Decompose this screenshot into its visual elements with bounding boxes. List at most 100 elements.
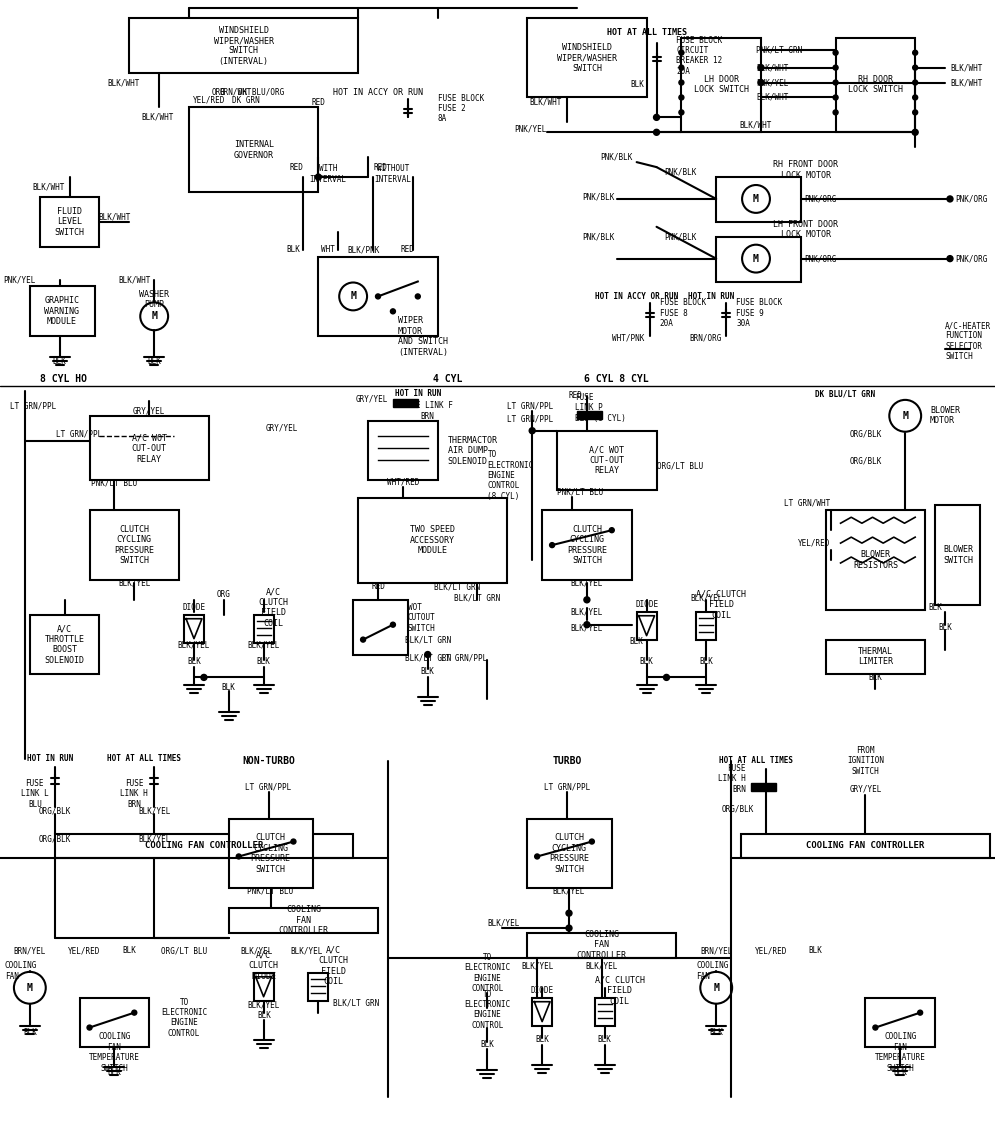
- Text: BLK: BLK: [809, 946, 823, 955]
- Circle shape: [14, 972, 46, 1004]
- Text: RED: RED: [371, 582, 385, 591]
- Text: HOT IN RUN: HOT IN RUN: [27, 755, 73, 763]
- Text: GRY/YEL: GRY/YEL: [849, 784, 882, 794]
- Bar: [696, 611, 716, 640]
- Text: BLK/YEL: BLK/YEL: [571, 607, 603, 616]
- Text: LT GRN/PPL: LT GRN/PPL: [10, 402, 56, 410]
- Text: ORG/BLK: ORG/BLK: [849, 429, 882, 438]
- Circle shape: [913, 66, 918, 70]
- Text: BRN/YEL: BRN/YEL: [14, 946, 46, 955]
- Text: BLOWER
RESISTORS: BLOWER RESISTORS: [853, 550, 898, 569]
- Text: BLK: BLK: [868, 672, 882, 681]
- Text: PNK/YEL: PNK/YEL: [515, 125, 547, 134]
- Bar: [308, 972, 328, 1001]
- Text: RED: RED: [373, 163, 387, 172]
- Bar: [318, 257, 438, 336]
- Text: A/C
CLUTCH
FIELD
COIL: A/C CLUTCH FIELD COIL: [259, 588, 289, 628]
- Text: BLK/YEL: BLK/YEL: [521, 961, 553, 970]
- Circle shape: [873, 1026, 878, 1030]
- Text: A/C CLUTCH
FIELD
COIL: A/C CLUTCH FIELD COIL: [595, 976, 645, 1005]
- Text: BLK/LT GRN: BLK/LT GRN: [405, 653, 451, 662]
- Text: BLK: BLK: [258, 1011, 272, 1020]
- Bar: [595, 997, 615, 1026]
- Circle shape: [415, 294, 420, 299]
- Bar: [55, 833, 353, 858]
- Circle shape: [758, 65, 764, 70]
- Text: BLK/WHT: BLK/WHT: [950, 78, 982, 87]
- Text: FUSE BLOCK
CIRCUIT
BREAKER 12
20A: FUSE BLOCK CIRCUIT BREAKER 12 20A: [676, 35, 723, 76]
- Circle shape: [663, 675, 669, 680]
- Text: YEL/RED: YEL/RED: [193, 96, 225, 105]
- Text: BRN/ORG: BRN/ORG: [690, 334, 722, 343]
- Text: BLK/YEL: BLK/YEL: [571, 578, 603, 588]
- Text: BLK/YEL: BLK/YEL: [487, 918, 519, 927]
- Circle shape: [566, 910, 572, 916]
- Text: A/C WOT
CUT-OUT
RELAY: A/C WOT CUT-OUT RELAY: [589, 446, 624, 475]
- Text: WITHOUT
INTERVAL: WITHOUT INTERVAL: [374, 164, 411, 183]
- Text: PNK/ORG: PNK/ORG: [804, 195, 836, 204]
- Circle shape: [947, 256, 953, 261]
- Text: BLK: BLK: [147, 357, 161, 366]
- Text: COOLING
FAN
TEMPERATURE
SWITCH: COOLING FAN TEMPERATURE SWITCH: [89, 1032, 140, 1072]
- Text: PNK/BLK: PNK/BLK: [664, 232, 696, 241]
- Text: PNK/BLK: PNK/BLK: [582, 232, 615, 241]
- Text: PNK/ORG: PNK/ORG: [804, 254, 836, 263]
- Circle shape: [679, 80, 684, 85]
- Circle shape: [913, 80, 918, 85]
- Circle shape: [679, 95, 684, 100]
- Text: TWO SPEED
ACCESSORY
MODULE: TWO SPEED ACCESSORY MODULE: [410, 525, 455, 555]
- Text: BLK/YEL: BLK/YEL: [553, 886, 585, 895]
- Circle shape: [654, 114, 660, 120]
- Text: 8 CYL HO: 8 CYL HO: [40, 374, 87, 384]
- Text: PNK/YEL: PNK/YEL: [4, 275, 36, 284]
- Circle shape: [913, 95, 918, 100]
- Circle shape: [529, 428, 535, 434]
- Text: A/C
CLUTCH
FIELD
COIL: A/C CLUTCH FIELD COIL: [318, 946, 348, 986]
- Bar: [129, 18, 358, 72]
- Text: PNK/ORG: PNK/ORG: [955, 254, 987, 263]
- Text: BLK/YEL: BLK/YEL: [247, 1001, 280, 1010]
- Text: TO
ELECTRONIC
ENGINE
CONTROL: TO ELECTRONIC ENGINE CONTROL: [161, 997, 207, 1038]
- Text: GRY/YEL: GRY/YEL: [133, 406, 165, 415]
- Text: NON-TURBO: NON-TURBO: [242, 756, 295, 766]
- Text: LT GRN/PPL: LT GRN/PPL: [245, 782, 292, 791]
- Text: FUSE
LINK H
BRN: FUSE LINK H BRN: [718, 764, 746, 794]
- Text: LT GRN/PPL: LT GRN/PPL: [507, 402, 554, 410]
- Text: M: M: [350, 291, 356, 301]
- Text: GRY/YEL: GRY/YEL: [266, 423, 298, 432]
- Text: BLK/WHT: BLK/WHT: [756, 63, 788, 72]
- Text: COOLING
FAN
CONTROLLER: COOLING FAN CONTROLLER: [577, 931, 627, 960]
- Bar: [90, 415, 209, 480]
- Circle shape: [833, 95, 838, 100]
- Text: BLOWER
MOTOR: BLOWER MOTOR: [930, 406, 960, 426]
- Text: BLK: BLK: [893, 1067, 907, 1077]
- Text: BLK/WHT: BLK/WHT: [142, 113, 174, 122]
- Text: A/C WOT
CUT-OUT
RELAY: A/C WOT CUT-OUT RELAY: [132, 434, 167, 463]
- Bar: [557, 430, 657, 490]
- Text: COOLING FAN CONTROLLER: COOLING FAN CONTROLLER: [806, 841, 925, 850]
- Text: ORG/BLK: ORG/BLK: [39, 806, 71, 815]
- Text: PNK/YEL: PNK/YEL: [756, 78, 788, 87]
- Text: INTERNAL
GOVERNOR: INTERNAL GOVERNOR: [234, 140, 274, 160]
- Bar: [358, 498, 507, 583]
- Text: BLK: BLK: [535, 1035, 549, 1044]
- Circle shape: [339, 283, 367, 310]
- Text: CLUTCH
CYCLING
PRESSURE
SWITCH: CLUTCH CYCLING PRESSURE SWITCH: [114, 525, 154, 565]
- Circle shape: [913, 110, 918, 114]
- Text: FUSE
LINK L
BLU: FUSE LINK L BLU: [21, 779, 49, 808]
- Bar: [716, 237, 801, 282]
- Text: BLK: BLK: [480, 1040, 494, 1049]
- Text: M: M: [753, 194, 759, 204]
- Circle shape: [913, 50, 918, 55]
- Text: FLUID
LEVEL
SWITCH: FLUID LEVEL SWITCH: [55, 207, 85, 237]
- Text: BLK/YEL: BLK/YEL: [586, 961, 618, 970]
- Text: BLK/WHT: BLK/WHT: [756, 93, 788, 102]
- Text: WOT
CUTOUT
SWITCH: WOT CUTOUT SWITCH: [408, 603, 436, 633]
- Bar: [527, 818, 612, 889]
- Text: DK GRN: DK GRN: [232, 96, 260, 105]
- Circle shape: [889, 400, 921, 431]
- Text: LT GRN/PPL: LT GRN/PPL: [56, 429, 103, 438]
- Circle shape: [236, 854, 241, 859]
- Text: BRN/WHT: BRN/WHT: [220, 88, 252, 97]
- Bar: [716, 177, 801, 222]
